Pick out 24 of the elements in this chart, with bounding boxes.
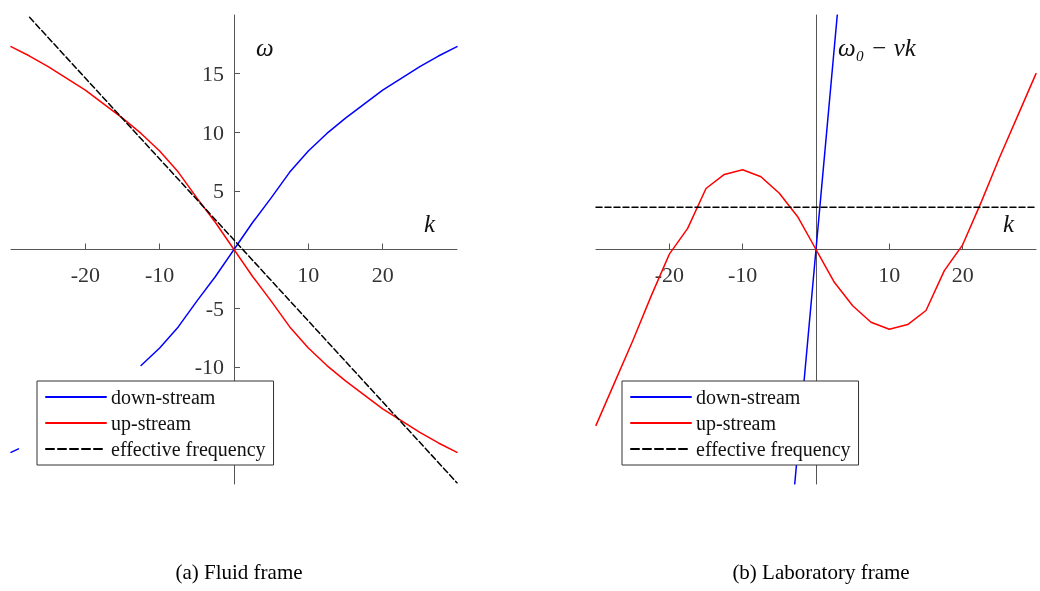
x-tick-label: -10 xyxy=(145,262,175,287)
x-axis-title: k xyxy=(1002,209,1015,237)
legend-label: up-stream xyxy=(696,412,777,435)
y-tick-label: 10 xyxy=(202,119,224,145)
legend-label: up-stream xyxy=(111,412,192,435)
y-tick-label: -10 xyxy=(194,354,224,380)
legend-label: effective frequency xyxy=(111,438,266,461)
x-tick-label: 10 xyxy=(297,262,320,287)
text: (b) Laboratory frame xyxy=(732,559,910,584)
y-axis-title: ω₀ − vk xyxy=(838,34,917,61)
x-tick-label: -20 xyxy=(70,262,100,287)
y-tick-label: 5 xyxy=(213,178,224,204)
x-tick-label: 20 xyxy=(371,262,394,287)
text: (a) Fluid frame xyxy=(175,559,303,584)
legend-label: down-stream xyxy=(696,386,801,408)
x-tick-label: 10 xyxy=(878,262,901,287)
legend-label: down-stream xyxy=(111,386,216,408)
legend-label: effective frequency xyxy=(696,438,851,461)
x-tick-label: -10 xyxy=(728,262,758,287)
x-tick-label: 20 xyxy=(951,262,974,287)
x-axis-title: k xyxy=(423,209,436,237)
y-tick-label: -5 xyxy=(205,295,224,321)
y-axis-title: ω xyxy=(256,34,274,61)
y-tick-label: 15 xyxy=(202,61,224,87)
